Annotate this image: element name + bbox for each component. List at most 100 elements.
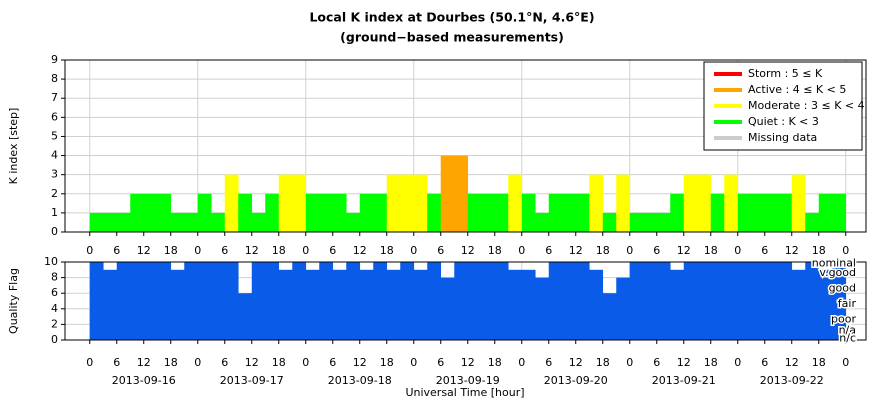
bar [467,262,482,340]
bar [373,193,388,232]
x-tick-label: 0 [842,356,849,369]
bar [130,193,145,232]
bar [481,193,496,232]
bar [521,193,536,232]
bar [494,262,509,340]
x-tick-label: 0 [734,244,741,257]
x-tick-label: 0 [626,356,633,369]
bar [346,262,361,340]
y-tick-label: 3 [51,168,58,181]
x-tick-label: 0 [518,244,525,257]
bar [575,193,590,232]
x-tick-label: 12 [245,356,259,369]
bar [805,212,820,232]
y-tick-label: 0 [51,225,58,238]
bar [346,212,361,232]
x-tick-label: 18 [704,244,718,257]
x-tick-label: 18 [272,244,286,257]
date-label: 2013-09-17 [220,374,284,387]
bar [278,174,293,232]
bar [818,269,833,340]
bar [575,262,590,340]
bar [197,262,212,340]
bar [251,212,266,232]
bar [656,262,671,340]
legend-label: Storm : 5 ≤ K [748,67,823,80]
x-tick-label: 12 [461,356,475,369]
bar [386,174,401,232]
x-tick-label: 6 [113,244,120,257]
x-tick-label: 12 [785,356,799,369]
x-tick-label: 0 [410,356,417,369]
bar [548,193,563,232]
x-tick-label: 18 [812,356,826,369]
x-tick-label: 6 [761,356,768,369]
x-tick-label: 12 [569,244,583,257]
bar [791,269,806,340]
bar [521,269,536,340]
x-tick-label: 12 [677,356,691,369]
x-tick-label: 6 [329,244,336,257]
chart-title: Local K index at Dourbes (50.1°N, 4.6°E) [309,10,594,25]
bar [710,262,725,340]
bar [616,277,631,340]
x-tick-label: 6 [545,244,552,257]
legend-label: Quiet : K < 3 [748,115,819,128]
bar [724,174,739,232]
x-tick-label: 18 [812,244,826,257]
x-tick-label: 6 [761,244,768,257]
bar [832,262,847,340]
bar [373,262,388,340]
bar [413,269,428,340]
bar [89,212,104,232]
x-tick-label: 12 [461,244,475,257]
y-tick-label: 7 [51,91,58,104]
bar [562,262,577,340]
bar [305,193,320,232]
bar [737,193,752,232]
bar [157,193,172,232]
y-tick-label: 0 [51,333,58,346]
bar [764,193,779,232]
bar [400,174,415,232]
bar [359,269,374,340]
x-tick-label: 12 [353,356,367,369]
x-tick-label: 6 [329,356,336,369]
y-tick-label: 1 [51,206,58,219]
bar [224,262,239,340]
bar [683,174,698,232]
x-tick-label: 18 [488,244,502,257]
x-tick-label: 18 [164,244,178,257]
x-tick-label: 12 [245,244,259,257]
y-axis-label: Quality Flag [7,268,20,334]
legend-label: Moderate : 3 ≤ K < 4 [748,99,865,112]
bar [278,269,293,340]
date-label: 2013-09-16 [112,374,176,387]
y-tick-label: 4 [51,149,58,162]
bar [103,212,118,232]
bar [170,212,185,232]
x-tick-label: 12 [353,244,367,257]
x-tick-label: 6 [437,244,444,257]
plot-frame [64,261,867,341]
date-label: 2013-09-18 [328,374,392,387]
x-tick-label: 0 [194,356,201,369]
date-label: 2013-09-19 [436,374,500,387]
chart-subtitle: (ground−based measurements) [340,30,564,45]
bar [427,193,442,232]
bar [697,174,712,232]
bar [683,262,698,340]
bar [629,212,644,232]
y-tick-label: 6 [51,110,58,123]
y-axis-label: K index [step] [7,108,20,185]
y-tick-label: 9 [51,53,58,66]
bar [143,262,158,340]
x-tick-label: 0 [410,244,417,257]
bar [616,174,631,232]
bar [643,262,658,340]
bar [359,193,374,232]
flag-label: fair [838,297,857,310]
y-tick-label: 4 [51,302,58,315]
flag-label: v.good [819,266,856,279]
